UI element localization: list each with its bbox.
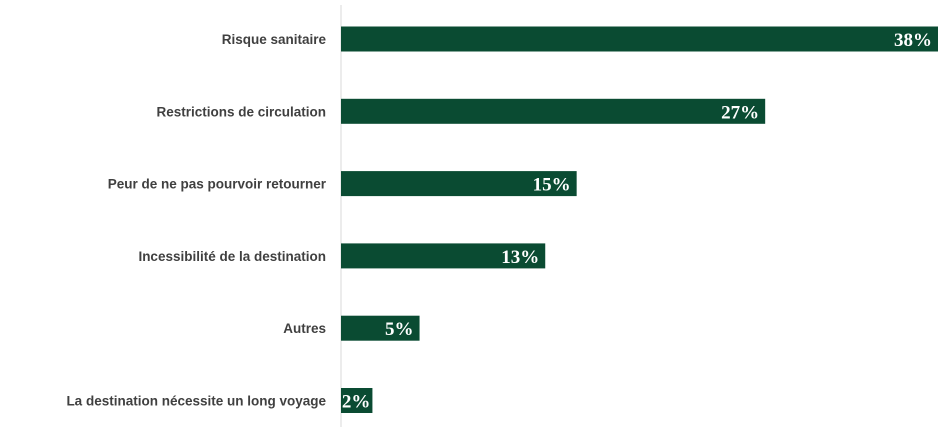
bar xyxy=(341,98,766,124)
category-labels-group: Risque sanitaire Restrictions de circulat… xyxy=(66,32,326,409)
bar xyxy=(341,315,420,341)
value-label: 15% xyxy=(533,175,571,196)
category-label: La destination nécessite un long voyage xyxy=(66,394,326,409)
value-label: 5% xyxy=(385,319,414,340)
category-label: Autres xyxy=(283,321,326,336)
category-label: Restrictions de circulation xyxy=(156,104,326,119)
value-label: 27% xyxy=(721,102,759,123)
category-label: Risque sanitaire xyxy=(222,32,327,47)
bar xyxy=(341,243,546,269)
value-labels-group: 38% 27% 15% 13% 5% 2% xyxy=(342,30,932,413)
value-label: 38% xyxy=(894,30,932,51)
value-label: 13% xyxy=(501,247,539,268)
bar xyxy=(341,388,373,413)
category-label: Incessibilité de la destination xyxy=(138,249,326,264)
category-label: Peur de ne pas pourvoir retourner xyxy=(108,177,327,192)
value-label: 2% xyxy=(342,392,371,413)
bar xyxy=(341,171,577,197)
bar xyxy=(341,26,938,52)
bars-group xyxy=(341,26,938,413)
